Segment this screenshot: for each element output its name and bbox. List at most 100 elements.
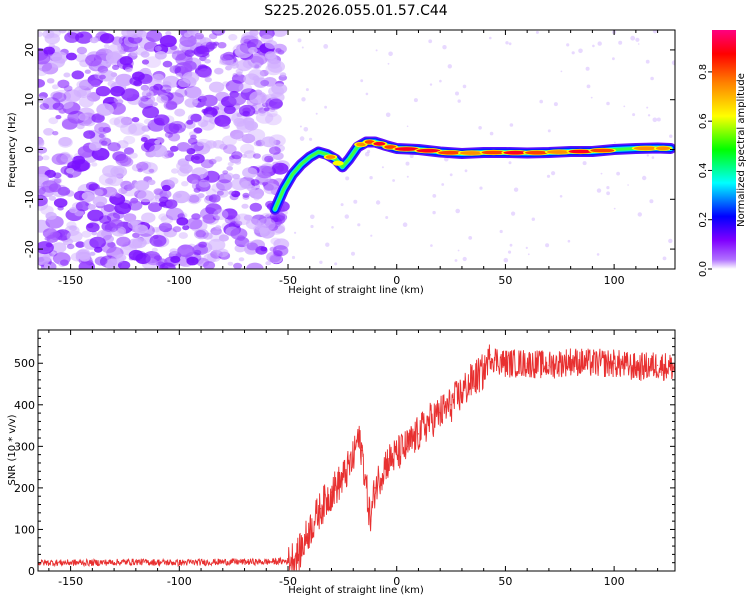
noise-blob xyxy=(154,45,162,52)
speckle xyxy=(560,70,563,73)
speckle xyxy=(597,41,602,46)
noise-blob xyxy=(222,170,229,175)
noise-blob xyxy=(143,118,152,125)
noise-blob xyxy=(167,152,174,157)
noise-blob xyxy=(233,262,243,269)
noise-blob xyxy=(128,249,144,261)
noise-blob xyxy=(66,243,75,250)
speckle xyxy=(370,234,373,237)
speckle xyxy=(585,66,590,71)
noise-blob xyxy=(128,238,143,249)
speckle xyxy=(353,199,358,204)
noise-blob xyxy=(234,132,247,141)
speckle xyxy=(612,57,615,61)
noise-blob xyxy=(99,137,112,147)
speckle xyxy=(635,37,640,42)
noise-blob xyxy=(43,46,55,55)
x-tick-label: -150 xyxy=(58,575,83,588)
noise-blob xyxy=(208,230,225,242)
snr-point xyxy=(635,366,637,368)
noise-blob xyxy=(234,160,242,165)
noise-blob xyxy=(214,67,224,75)
noise-blob xyxy=(217,42,227,49)
speckle xyxy=(429,83,433,86)
noise-blob xyxy=(54,229,71,241)
speckle xyxy=(381,166,384,169)
speckle xyxy=(331,226,334,229)
speckle xyxy=(503,257,509,263)
noise-blob xyxy=(228,92,247,106)
x-tick-label: -100 xyxy=(167,575,192,588)
noise-blob xyxy=(45,211,57,220)
noise-blob xyxy=(98,126,106,132)
noise-blob xyxy=(170,255,181,264)
noise-blob xyxy=(110,254,124,264)
y-tick-label: 100 xyxy=(14,523,35,536)
noise-blob xyxy=(236,71,243,76)
speckle xyxy=(642,175,647,181)
noise-blob xyxy=(268,98,283,109)
noise-blob xyxy=(53,198,68,208)
snr-point xyxy=(370,520,372,522)
noise-blob xyxy=(85,54,102,67)
speckle xyxy=(357,223,361,227)
noise-blob xyxy=(57,79,70,89)
speckle xyxy=(297,38,302,43)
snr-point xyxy=(265,561,267,563)
snr-point xyxy=(613,362,615,364)
speckle xyxy=(439,79,442,83)
x-tick-label: 50 xyxy=(498,274,512,287)
noise-blob xyxy=(265,261,272,266)
snr-point xyxy=(489,354,491,356)
noise-blob xyxy=(145,253,162,266)
noise-blob xyxy=(46,78,55,84)
noise-blob xyxy=(230,129,244,140)
speckle xyxy=(652,117,658,123)
speckle xyxy=(547,129,551,133)
snr-point xyxy=(135,561,137,563)
speckle xyxy=(478,126,482,130)
noise-blob xyxy=(141,212,156,223)
noise-blob xyxy=(246,242,258,251)
speckle xyxy=(505,41,509,45)
noise-blob xyxy=(99,215,112,224)
noise-blob xyxy=(84,69,91,74)
noise-blob xyxy=(212,215,221,221)
speckle xyxy=(637,212,642,217)
noise-blob xyxy=(154,139,161,145)
noise-blob xyxy=(140,51,150,58)
noise-blob xyxy=(79,79,95,91)
noise-blob xyxy=(247,128,266,142)
noise-blob xyxy=(52,92,67,103)
noise-blob xyxy=(102,234,114,243)
noise-blob xyxy=(216,189,229,198)
noise-blob xyxy=(208,194,221,203)
speckle xyxy=(299,136,305,141)
colorbar-tick-label: 0.0 xyxy=(698,261,709,277)
ridge-hotspot xyxy=(590,148,615,153)
noise-blob xyxy=(58,136,72,147)
snr-point xyxy=(374,487,376,489)
noise-blob xyxy=(222,123,230,130)
noise-blob xyxy=(249,202,262,212)
noise-blob xyxy=(76,80,89,89)
ridge-hotspot xyxy=(325,155,336,159)
speckle xyxy=(527,253,530,256)
noise-blob xyxy=(117,260,131,269)
noise-blob xyxy=(223,105,236,115)
speckle xyxy=(606,101,610,106)
noise-blob xyxy=(279,72,287,77)
noise-blob xyxy=(270,237,281,245)
x-tick-label: 50 xyxy=(498,575,512,588)
speckle xyxy=(578,48,583,54)
noise-blob xyxy=(131,117,140,123)
speckle xyxy=(344,214,349,219)
speckle xyxy=(406,125,409,128)
noise-blob xyxy=(186,119,194,125)
ridge-hotspot xyxy=(416,148,441,153)
snr-point xyxy=(450,404,452,406)
noise-blob xyxy=(218,59,226,65)
noise-blob xyxy=(221,135,237,147)
noise-blob xyxy=(66,230,83,242)
noise-blob xyxy=(127,183,136,190)
